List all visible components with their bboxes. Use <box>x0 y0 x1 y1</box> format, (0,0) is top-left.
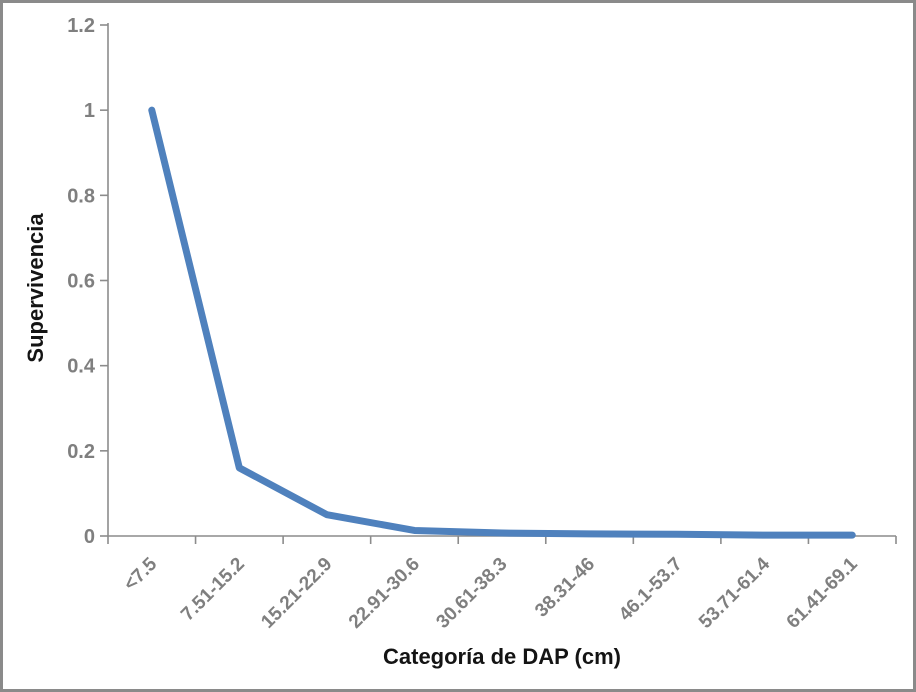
x-tick-label: 61.41-69.1 <box>783 553 862 632</box>
survival-line <box>148 106 856 539</box>
survival-line-chart: 0 0.2 0.4 0.6 0.8 1 1.2 <7.5 7.51-15.2 15.21-22.… <box>23 15 897 669</box>
x-tick-label: 53.71-61.4 <box>695 553 774 632</box>
x-tick-label: 15.21-22.9 <box>257 554 336 633</box>
y-tick-label: 0.8 <box>67 185 95 207</box>
y-tick-label: 0.2 <box>67 441 95 463</box>
y-axis-ticks: 0 0.2 0.4 0.6 0.8 1 1.2 <box>67 15 108 548</box>
y-tick-label: 0 <box>84 526 95 548</box>
x-tick-label: 38.31-46 <box>531 554 599 622</box>
x-tick-label: <7.5 <box>120 553 162 595</box>
y-axis-title: Supervivencia <box>23 213 48 363</box>
x-axis-ticks: <7.5 7.51-15.2 15.21-22.9 22.91-30.6 30.61-3… <box>107 536 897 633</box>
x-tick-label: 30.61-38.3 <box>432 554 511 633</box>
y-tick-label: 0.4 <box>67 356 96 378</box>
x-axis-title: Categoría de DAP (cm) <box>383 644 621 669</box>
x-tick-label: 46.1-53.7 <box>615 554 687 626</box>
y-tick-label: 1 <box>84 100 95 122</box>
y-tick-label: 1.2 <box>67 15 95 37</box>
x-tick-label: 7.51-15.2 <box>177 554 249 626</box>
x-tick-label: 22.91-30.6 <box>345 554 424 633</box>
y-tick-label: 0.6 <box>67 271 95 293</box>
data-series <box>148 106 856 539</box>
axes <box>107 23 896 537</box>
